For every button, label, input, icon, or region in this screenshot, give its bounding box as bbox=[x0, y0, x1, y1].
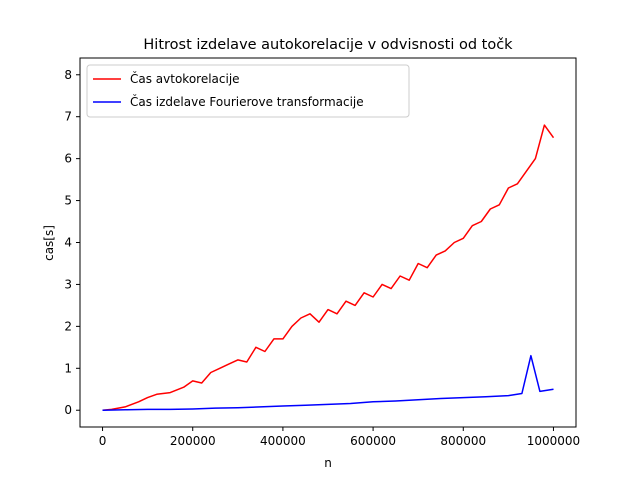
x-tick-label: 1000000 bbox=[527, 434, 580, 448]
y-tick-label: 4 bbox=[64, 236, 72, 250]
y-tick-label: 5 bbox=[64, 194, 72, 208]
y-tick-label: 2 bbox=[64, 319, 72, 333]
legend-label-0: Čas avtokorelacije bbox=[130, 71, 240, 86]
legend-box bbox=[86, 64, 410, 118]
legend-label-1: Čas izdelave Fourierove transformacije bbox=[130, 94, 364, 109]
x-tick-label: 800000 bbox=[440, 434, 486, 448]
y-tick-label: 7 bbox=[64, 110, 72, 124]
y-tick-label: 6 bbox=[64, 152, 72, 166]
x-axis: 0 200000 400000 600000 800000 1000000 bbox=[99, 427, 580, 448]
y-tick-label: 3 bbox=[64, 277, 72, 291]
x-tick-label: 400000 bbox=[260, 434, 306, 448]
y-tick-label: 1 bbox=[64, 361, 72, 375]
series-line-0 bbox=[102, 124, 555, 411]
x-tick-label: 600000 bbox=[350, 434, 396, 448]
x-axis-label: n bbox=[324, 456, 332, 470]
x-tick-label: 0 bbox=[99, 434, 107, 448]
y-tick-label: 0 bbox=[64, 403, 72, 417]
series-layer bbox=[102, 124, 555, 411]
y-tick-label: 8 bbox=[64, 68, 72, 82]
legend: Čas avtokorelacije Čas izdelave Fourierov… bbox=[86, 64, 410, 118]
y-axis-label: cas[s] bbox=[42, 225, 56, 261]
chart-title: Hitrost izdelave autokorelacije v odvisn… bbox=[143, 37, 513, 53]
x-tick-label: 200000 bbox=[170, 434, 216, 448]
series-line-1 bbox=[102, 354, 554, 411]
y-axis: 0 1 2 3 4 5 6 7 8 bbox=[64, 68, 80, 417]
